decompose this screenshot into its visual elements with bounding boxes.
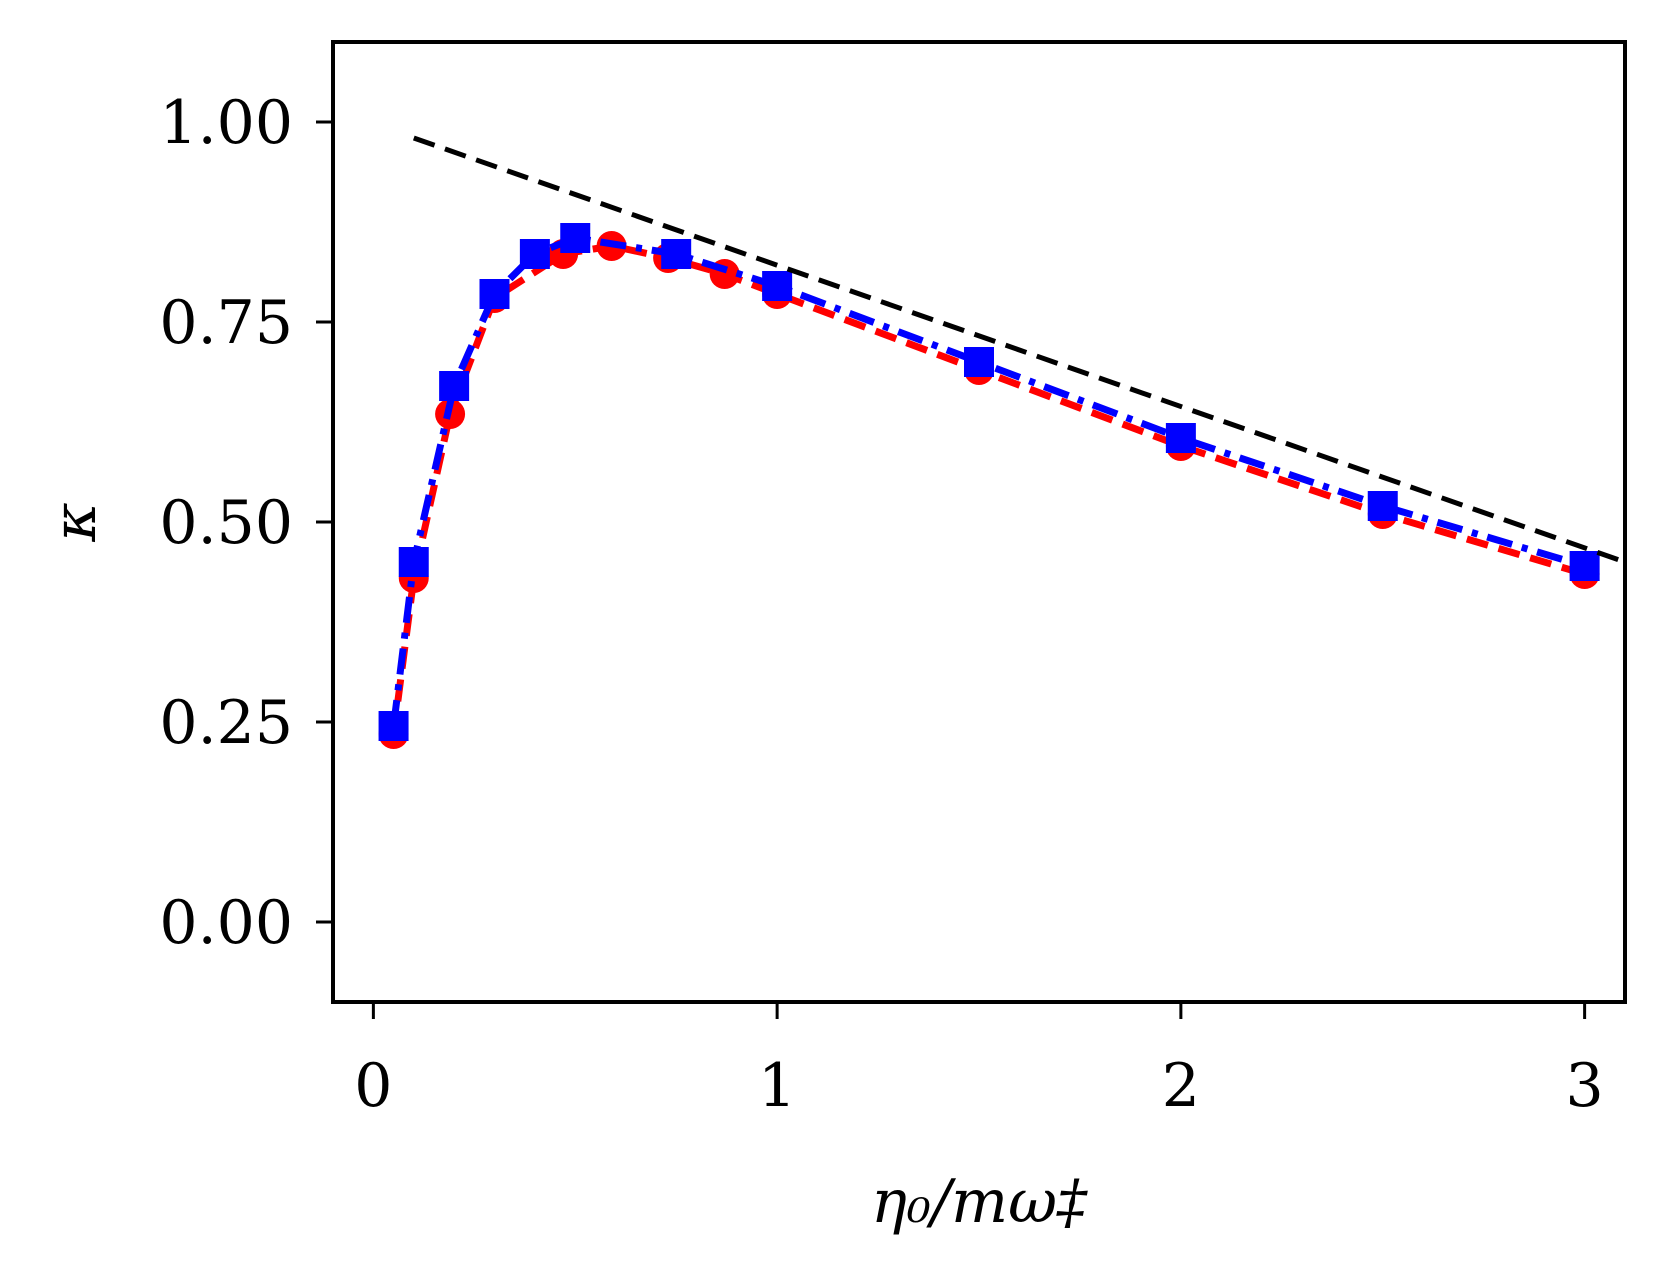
x-tick-label: 3 (1566, 1051, 1604, 1121)
data-point-square (762, 271, 793, 301)
data-point-square (439, 371, 470, 401)
plot-frame (331, 40, 1627, 1004)
x-tick-label: 2 (1162, 1051, 1200, 1121)
data-point-square (1569, 551, 1600, 581)
series-2 (378, 223, 1600, 741)
data-point-square (964, 347, 994, 377)
series-2-line (390, 234, 1586, 727)
data-point-square (398, 547, 429, 577)
x-axis-label: η₀/mω‡ (871, 1167, 1088, 1237)
data-point-square (661, 239, 692, 269)
data-point-square (560, 223, 591, 253)
data-point-square (1165, 423, 1196, 453)
data-point-square (479, 279, 510, 309)
x-tick-label: 0 (354, 1051, 392, 1121)
y-tick-label: 0.00 (159, 888, 293, 958)
y-tick-label: 0.75 (159, 288, 293, 358)
y-tick-label: 0.50 (159, 488, 293, 558)
series-layer (378, 135, 1625, 749)
x-tick-label: 1 (758, 1051, 796, 1121)
series-3 (412, 135, 1625, 565)
data-point-square (519, 239, 550, 269)
ticks-layer: 0 1 2 3 0.00 0.25 0.50 0.75 1.00 (159, 88, 1603, 1121)
series-3-line (412, 135, 1625, 565)
data-point-square (378, 711, 409, 741)
y-axis-label: κ (40, 502, 110, 542)
y-tick-label: 1.00 (159, 88, 293, 158)
y-tick-label: 0.25 (159, 688, 293, 758)
data-point-square (1367, 491, 1398, 521)
